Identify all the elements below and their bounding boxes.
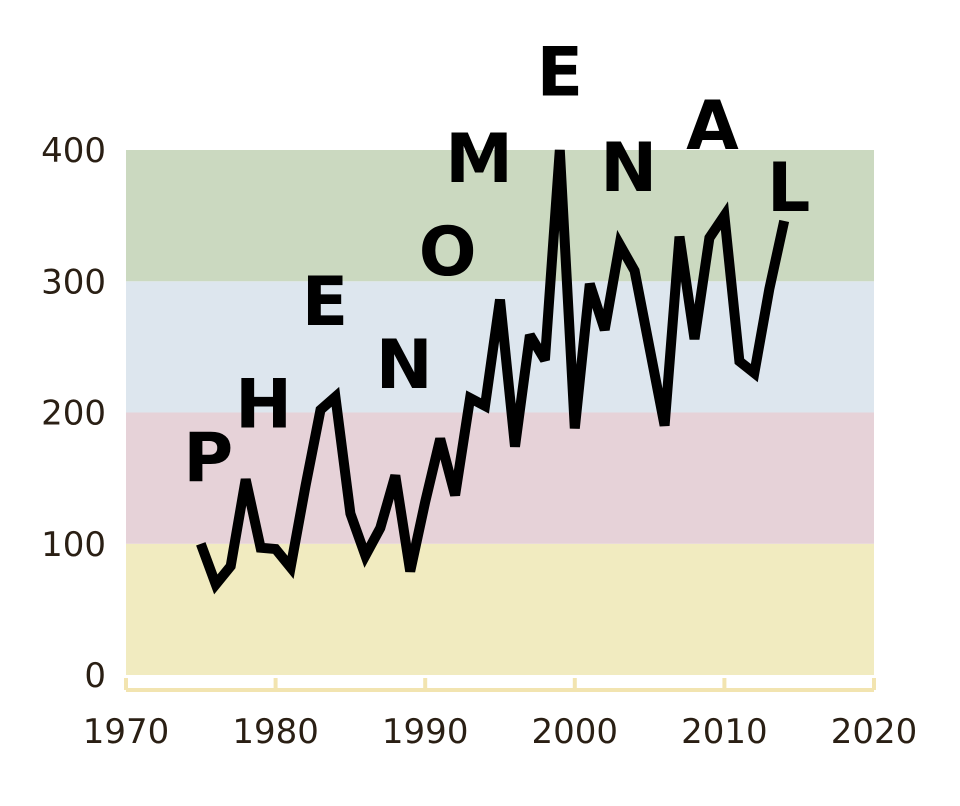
y-tick-label: 400 [41,131,106,171]
y-tick-label: 200 [41,394,106,434]
y-tick-label: 300 [41,262,106,302]
y-tick-label: 0 [84,656,106,696]
annotation-letter: L [767,149,810,228]
x-tick-label: 1990 [382,712,469,752]
band-3 [126,150,874,282]
annotation-letter: A [686,87,739,166]
x-tick-label: 1970 [83,712,170,752]
annotation-letter: N [600,129,657,208]
y-axis-ticks: 0 100 200 300 400 [41,131,106,696]
annotation-letter: E [537,33,583,112]
annotation-letter: O [419,213,477,292]
annotation-letter: P [183,419,233,498]
x-tick-label: 1980 [232,712,319,752]
annotation-letter: H [235,365,292,444]
band-0 [126,543,874,675]
y-tick-label: 100 [41,525,106,565]
x-tick-label: 2010 [681,712,768,752]
x-tick-label: 2020 [831,712,918,752]
annotation-letter: M [445,120,513,199]
data-series-line [196,149,790,595]
background-bands [126,150,874,675]
x-axis-ticks: 1970 1980 1990 2000 2010 2020 [83,678,918,752]
annotation-letter: E [302,263,348,342]
x-tick-label: 2000 [532,712,619,752]
annotation-letter: N [376,326,433,405]
